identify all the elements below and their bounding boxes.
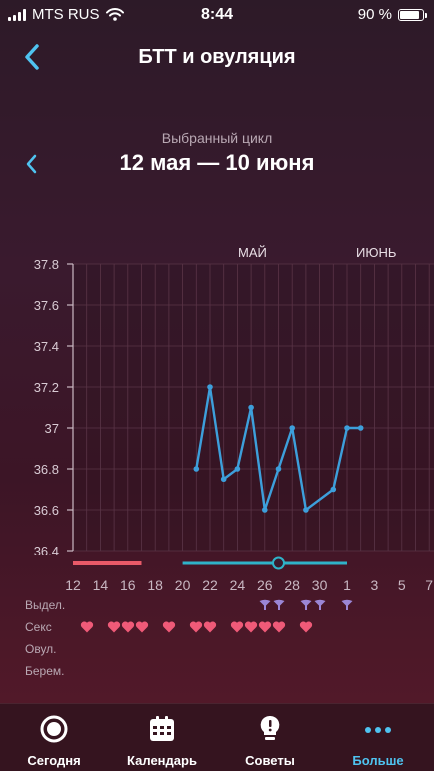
nav-bar: БТТ и овуляция xyxy=(0,34,434,80)
signal-icon xyxy=(8,8,26,21)
temperature-point[interactable] xyxy=(234,466,241,472)
y-tick-label: 37.8 xyxy=(34,257,59,272)
temperature-point[interactable] xyxy=(344,425,350,431)
discharge-icon xyxy=(340,598,354,612)
cycle-range: 12 мая — 10 июня xyxy=(119,150,315,175)
month-label-may: МАЙ xyxy=(238,245,267,260)
row-label-ovulation: Овул. xyxy=(25,642,57,656)
more-dots-icon xyxy=(365,727,391,733)
temperature-line xyxy=(195,385,361,512)
sex-heart-icon xyxy=(121,620,135,634)
calendar-icon xyxy=(150,716,174,741)
x-tick-label: 18 xyxy=(147,577,163,593)
x-tick-label: 14 xyxy=(92,577,109,593)
cycle-caption: Выбранный цикл xyxy=(161,130,273,146)
tab-calendar[interactable]: Календарь xyxy=(108,704,216,771)
x-tick-label: 3 xyxy=(370,577,379,593)
x-tick-label: 16 xyxy=(120,577,136,593)
temperature-point[interactable] xyxy=(220,476,227,483)
ovulation-marker[interactable] xyxy=(272,556,285,570)
sex-heart-icon xyxy=(299,620,313,634)
page-title: БТТ и овуляция xyxy=(138,46,296,68)
sex-heart-icon xyxy=(258,620,272,634)
tab-calendar-label: Календарь xyxy=(127,753,197,768)
y-tick-label: 37.2 xyxy=(34,380,59,395)
x-tick-label: 24 xyxy=(229,577,246,593)
x-tick-label: 30 xyxy=(311,577,328,593)
discharge-icon xyxy=(299,598,313,612)
carrier-info: MTS RUS xyxy=(8,6,124,23)
x-tick-label: 22 xyxy=(202,577,218,593)
row-label-discharge: Выдел. xyxy=(25,598,66,612)
y-tick-label: 36.4 xyxy=(34,544,59,555)
sex-heart-icon xyxy=(135,620,149,634)
previous-cycle-button[interactable] xyxy=(24,152,38,176)
temperature-point[interactable] xyxy=(303,507,309,513)
tab-today[interactable]: Сегодня xyxy=(0,704,108,771)
cycle-timeline[interactable] xyxy=(0,555,434,571)
discharge-icon xyxy=(313,598,327,612)
temperature-point[interactable] xyxy=(193,466,200,472)
tab-tips-label: Советы xyxy=(245,753,295,768)
temperature-point[interactable] xyxy=(275,466,282,472)
tab-more[interactable]: Больше xyxy=(324,704,432,771)
temperature-point[interactable] xyxy=(207,384,213,390)
x-tick-label: 12 xyxy=(65,577,81,593)
status-time: 8:44 xyxy=(200,6,234,23)
x-tick-label: 26 xyxy=(257,577,273,593)
tab-tips[interactable]: Советы xyxy=(216,704,324,771)
y-tick-label: 37.6 xyxy=(34,298,59,313)
tab-today-label: Сегодня xyxy=(27,753,81,768)
sex-heart-icon xyxy=(107,620,121,634)
sex-heart-icon xyxy=(189,620,203,634)
y-tick-label: 37.4 xyxy=(34,339,59,354)
battery-percent: 90 % xyxy=(357,6,392,23)
sex-heart-icon xyxy=(162,620,176,634)
row-label-sex: Секс xyxy=(25,620,52,634)
temperature-chart: 37.8 37.6 37.4 37.2 37 36.8 36.6 36.4 xyxy=(34,257,434,555)
sex-heart-icon xyxy=(203,620,217,634)
battery-icon xyxy=(398,8,427,21)
back-button[interactable] xyxy=(22,42,42,72)
y-tick-label: 36.8 xyxy=(34,462,59,477)
sex-heart-icon xyxy=(244,620,258,634)
month-label-june: ИЮНЬ xyxy=(356,245,397,260)
x-tick-label: 7 xyxy=(425,577,434,593)
discharge-icon xyxy=(272,598,286,612)
sex-heart-icon xyxy=(80,620,94,634)
wifi-icon xyxy=(105,8,124,21)
temperature-point[interactable] xyxy=(330,486,337,493)
y-tick-label: 36.6 xyxy=(34,503,59,518)
sex-heart-icon xyxy=(230,620,244,634)
sex-heart-icon xyxy=(272,620,286,634)
temperature-point[interactable] xyxy=(289,425,296,431)
status-bar: MTS RUS 8:44 90 % xyxy=(0,0,434,30)
x-tick-label: 20 xyxy=(174,577,191,593)
carrier-name: MTS RUS xyxy=(32,6,100,23)
temperature-point[interactable] xyxy=(248,404,254,411)
today-ring-icon xyxy=(40,715,68,743)
tab-more-label: Больше xyxy=(352,753,404,768)
x-tick-label: 1 xyxy=(343,577,351,593)
x-tick-label: 5 xyxy=(397,577,406,593)
x-tick-label: 28 xyxy=(284,577,300,593)
y-tick-label: 37 xyxy=(45,421,59,436)
temperature-point[interactable] xyxy=(262,507,268,513)
row-label-pregnancy: Берем. xyxy=(25,664,65,678)
lightbulb-icon xyxy=(260,715,280,740)
discharge-icon xyxy=(258,598,272,612)
temperature-point[interactable] xyxy=(357,425,364,431)
tab-bar: Сегодня Календарь Советы Больше xyxy=(0,703,434,771)
battery-info: 90 % xyxy=(357,6,427,23)
